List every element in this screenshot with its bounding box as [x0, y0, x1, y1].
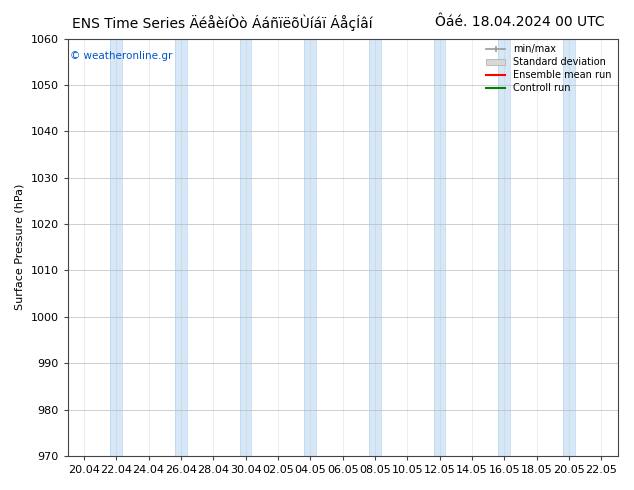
Text: ENS Time Series ÄéåèíÒò ÁáñïëõÙíáï ÁåçÍâí: ENS Time Series ÄéåèíÒò ÁáñïëõÙíáï ÁåçÍâ… [72, 15, 372, 31]
Bar [110, 39, 122, 456]
Bar [434, 39, 446, 456]
Bar [304, 39, 316, 456]
Bar [175, 39, 187, 456]
Text: © weatheronline.gr: © weatheronline.gr [70, 51, 173, 61]
Legend: min/max, Standard deviation, Ensemble mean run, Controll run: min/max, Standard deviation, Ensemble me… [482, 41, 616, 97]
Bar [240, 39, 252, 456]
Bar [498, 39, 510, 456]
Bar [563, 39, 575, 456]
Text: Ôáé. 18.04.2024 00 UTC: Ôáé. 18.04.2024 00 UTC [435, 15, 605, 29]
Bar [369, 39, 381, 456]
Y-axis label: Surface Pressure (hPa): Surface Pressure (hPa) [15, 184, 25, 311]
